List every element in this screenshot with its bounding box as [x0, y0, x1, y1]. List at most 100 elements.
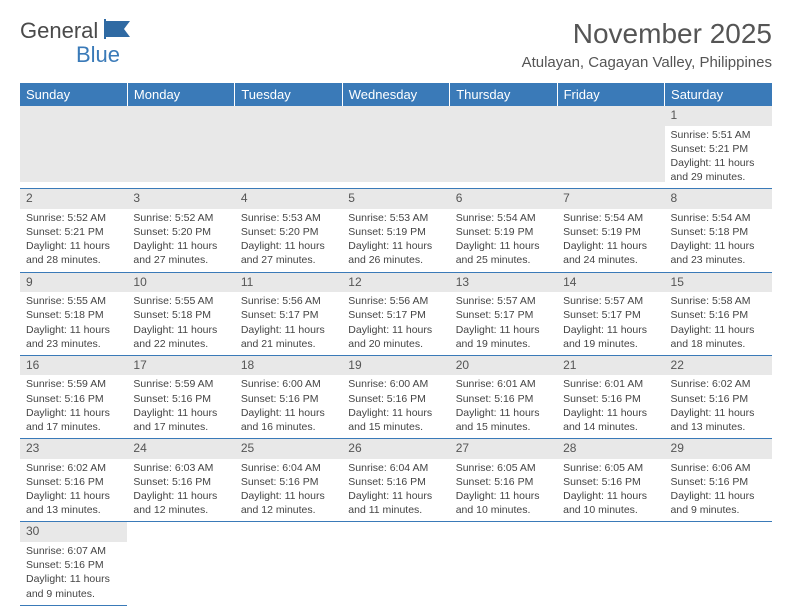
sunrise-text: Sunrise: 5:53 AM	[348, 211, 443, 225]
calendar-empty-cell	[450, 106, 557, 189]
day-number: 11	[235, 273, 342, 293]
day-body: Sunrise: 5:54 AMSunset: 5:18 PMDaylight:…	[665, 209, 772, 272]
day-number: 16	[20, 356, 127, 376]
sunrise-text: Sunrise: 6:00 AM	[241, 377, 336, 391]
day-body: Sunrise: 6:05 AMSunset: 5:16 PMDaylight:…	[557, 459, 664, 522]
day-number	[127, 106, 234, 126]
day-body	[557, 126, 664, 182]
sunset-text: Sunset: 5:21 PM	[26, 225, 121, 239]
calendar-day-cell: 28Sunrise: 6:05 AMSunset: 5:16 PMDayligh…	[557, 439, 664, 522]
daylight-text: Daylight: 11 hours and 13 minutes.	[671, 406, 766, 434]
sunrise-text: Sunrise: 5:55 AM	[26, 294, 121, 308]
logo-text-blue: Blue	[76, 42, 120, 67]
calendar-empty-cell	[235, 106, 342, 189]
day-number	[127, 522, 234, 542]
day-number: 21	[557, 356, 664, 376]
sunset-text: Sunset: 5:16 PM	[671, 308, 766, 322]
calendar-day-cell: 5Sunrise: 5:53 AMSunset: 5:19 PMDaylight…	[342, 189, 449, 272]
sunset-text: Sunset: 5:18 PM	[671, 225, 766, 239]
day-body: Sunrise: 6:07 AMSunset: 5:16 PMDaylight:…	[20, 542, 127, 605]
day-number: 3	[127, 189, 234, 209]
daylight-text: Daylight: 11 hours and 15 minutes.	[456, 406, 551, 434]
sunset-text: Sunset: 5:19 PM	[348, 225, 443, 239]
daylight-text: Daylight: 11 hours and 10 minutes.	[563, 489, 658, 517]
day-number: 25	[235, 439, 342, 459]
sunrise-text: Sunrise: 6:02 AM	[671, 377, 766, 391]
day-body: Sunrise: 5:54 AMSunset: 5:19 PMDaylight:…	[557, 209, 664, 272]
sunrise-text: Sunrise: 6:07 AM	[26, 544, 121, 558]
sunrise-text: Sunrise: 6:00 AM	[348, 377, 443, 391]
day-number: 20	[450, 356, 557, 376]
calendar-week-row: 16Sunrise: 5:59 AMSunset: 5:16 PMDayligh…	[20, 355, 772, 438]
sunset-text: Sunset: 5:16 PM	[133, 475, 228, 489]
calendar-day-cell: 24Sunrise: 6:03 AMSunset: 5:16 PMDayligh…	[127, 439, 234, 522]
calendar-day-cell: 26Sunrise: 6:04 AMSunset: 5:16 PMDayligh…	[342, 439, 449, 522]
day-number: 15	[665, 273, 772, 293]
calendar-day-cell: 4Sunrise: 5:53 AMSunset: 5:20 PMDaylight…	[235, 189, 342, 272]
day-body	[450, 126, 557, 182]
calendar-day-cell: 6Sunrise: 5:54 AMSunset: 5:19 PMDaylight…	[450, 189, 557, 272]
day-body: Sunrise: 6:04 AMSunset: 5:16 PMDaylight:…	[235, 459, 342, 522]
sunrise-text: Sunrise: 5:52 AM	[133, 211, 228, 225]
day-number: 26	[342, 439, 449, 459]
sunrise-text: Sunrise: 5:56 AM	[348, 294, 443, 308]
sunrise-text: Sunrise: 5:52 AM	[26, 211, 121, 225]
daylight-text: Daylight: 11 hours and 27 minutes.	[241, 239, 336, 267]
sunset-text: Sunset: 5:16 PM	[348, 392, 443, 406]
daylight-text: Daylight: 11 hours and 10 minutes.	[456, 489, 551, 517]
sunrise-text: Sunrise: 6:01 AM	[563, 377, 658, 391]
day-header: Thursday	[450, 83, 557, 106]
sunset-text: Sunset: 5:17 PM	[563, 308, 658, 322]
daylight-text: Daylight: 11 hours and 28 minutes.	[26, 239, 121, 267]
daylight-text: Daylight: 11 hours and 17 minutes.	[133, 406, 228, 434]
day-number: 7	[557, 189, 664, 209]
day-body	[235, 126, 342, 182]
sunset-text: Sunset: 5:18 PM	[133, 308, 228, 322]
sunrise-text: Sunrise: 5:58 AM	[671, 294, 766, 308]
day-number	[235, 106, 342, 126]
calendar-day-cell: 21Sunrise: 6:01 AMSunset: 5:16 PMDayligh…	[557, 355, 664, 438]
day-body	[20, 126, 127, 182]
calendar-day-cell: 18Sunrise: 6:00 AMSunset: 5:16 PMDayligh…	[235, 355, 342, 438]
calendar-day-cell: 22Sunrise: 6:02 AMSunset: 5:16 PMDayligh…	[665, 355, 772, 438]
daylight-text: Daylight: 11 hours and 24 minutes.	[563, 239, 658, 267]
daylight-text: Daylight: 11 hours and 25 minutes.	[456, 239, 551, 267]
calendar-week-row: 1Sunrise: 5:51 AMSunset: 5:21 PMDaylight…	[20, 106, 772, 189]
day-body: Sunrise: 6:05 AMSunset: 5:16 PMDaylight:…	[450, 459, 557, 522]
sunset-text: Sunset: 5:21 PM	[671, 142, 766, 156]
sunset-text: Sunset: 5:16 PM	[26, 475, 121, 489]
day-body: Sunrise: 5:55 AMSunset: 5:18 PMDaylight:…	[127, 292, 234, 355]
daylight-text: Daylight: 11 hours and 9 minutes.	[26, 572, 121, 600]
sunset-text: Sunset: 5:19 PM	[563, 225, 658, 239]
daylight-text: Daylight: 11 hours and 19 minutes.	[456, 323, 551, 351]
calendar-empty-cell	[557, 106, 664, 189]
day-number: 9	[20, 273, 127, 293]
sunset-text: Sunset: 5:16 PM	[456, 475, 551, 489]
sunset-text: Sunset: 5:16 PM	[241, 475, 336, 489]
day-body	[342, 542, 449, 598]
daylight-text: Daylight: 11 hours and 23 minutes.	[671, 239, 766, 267]
day-number	[665, 522, 772, 542]
sunrise-text: Sunrise: 5:54 AM	[456, 211, 551, 225]
day-body: Sunrise: 5:56 AMSunset: 5:17 PMDaylight:…	[235, 292, 342, 355]
calendar-day-cell: 8Sunrise: 5:54 AMSunset: 5:18 PMDaylight…	[665, 189, 772, 272]
calendar-empty-cell	[20, 106, 127, 189]
sunset-text: Sunset: 5:16 PM	[563, 475, 658, 489]
sunrise-text: Sunrise: 5:51 AM	[671, 128, 766, 142]
sunset-text: Sunset: 5:16 PM	[671, 475, 766, 489]
day-number: 13	[450, 273, 557, 293]
day-body	[127, 542, 234, 598]
sunset-text: Sunset: 5:16 PM	[241, 392, 336, 406]
daylight-text: Daylight: 11 hours and 12 minutes.	[133, 489, 228, 517]
daylight-text: Daylight: 11 hours and 22 minutes.	[133, 323, 228, 351]
sunrise-text: Sunrise: 5:53 AM	[241, 211, 336, 225]
calendar-empty-cell	[665, 522, 772, 605]
calendar-day-cell: 7Sunrise: 5:54 AMSunset: 5:19 PMDaylight…	[557, 189, 664, 272]
day-body: Sunrise: 5:52 AMSunset: 5:21 PMDaylight:…	[20, 209, 127, 272]
calendar-empty-cell	[557, 522, 664, 605]
day-number: 12	[342, 273, 449, 293]
day-header: Tuesday	[235, 83, 342, 106]
day-body	[342, 126, 449, 182]
daylight-text: Daylight: 11 hours and 9 minutes.	[671, 489, 766, 517]
calendar-day-cell: 10Sunrise: 5:55 AMSunset: 5:18 PMDayligh…	[127, 272, 234, 355]
